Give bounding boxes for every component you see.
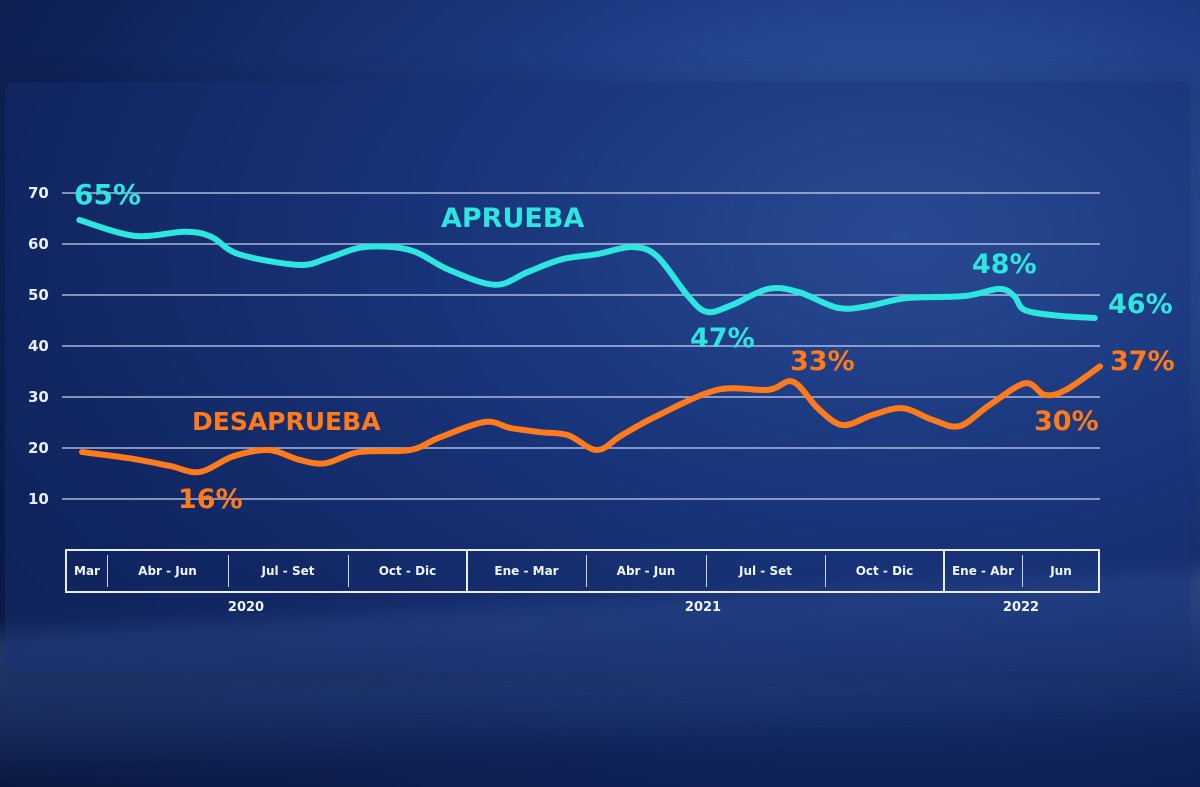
- divider: [1022, 555, 1023, 587]
- y-tick-label: 70: [28, 184, 49, 202]
- divider: [348, 555, 349, 587]
- year-label: 2022: [1002, 600, 1040, 615]
- data-label: 47%: [690, 323, 755, 354]
- y-tick-label: 60: [28, 235, 49, 253]
- y-tick-label: 40: [28, 337, 49, 355]
- year-divider: [943, 551, 945, 591]
- data-label: 16%: [178, 484, 243, 515]
- divider: [586, 555, 587, 587]
- chart-panel: [5, 82, 1190, 672]
- divider: [107, 555, 108, 587]
- data-label: 37%: [1110, 346, 1175, 377]
- x-tick-label: Mar: [74, 564, 100, 578]
- year-label: 2020: [227, 600, 265, 615]
- x-tick-label: Ene - Abr: [951, 564, 1014, 578]
- aprueba-line: [76, 217, 1098, 321]
- year-divider: [466, 551, 468, 591]
- data-label: 30%: [1034, 406, 1099, 437]
- y-tick-label: 30: [28, 388, 49, 406]
- x-tick-label: Ene - Mar: [494, 564, 559, 578]
- x-tick-label: Abr - Jun: [616, 564, 676, 578]
- x-tick-label: Jun: [1050, 564, 1072, 578]
- year-label: 2021: [684, 600, 722, 615]
- divider: [228, 555, 229, 587]
- y-tick-label: 50: [28, 286, 49, 304]
- data-label: 65%: [74, 178, 142, 211]
- data-label: 46%: [1108, 289, 1173, 320]
- divider: [825, 555, 826, 587]
- y-tick-label: 10: [28, 490, 49, 508]
- divider: [706, 555, 707, 587]
- x-tick-label: Jul - Set: [261, 564, 315, 578]
- x-tick-label: Jul - Set: [739, 564, 792, 578]
- y-tick-label: 20: [28, 439, 49, 457]
- data-label: 33%: [790, 346, 855, 377]
- x-tick-label: Oct - Dic: [855, 564, 914, 578]
- x-axis-period-box: Mar Abr - Jun Jul - Set Oct - Dic Ene - …: [65, 549, 1100, 593]
- x-tick-label: Abr - Jun: [138, 564, 197, 578]
- series-label-desaprueba: DESAPRUEBA: [192, 407, 381, 436]
- series-label-aprueba: APRUEBA: [441, 203, 585, 234]
- x-tick-label: Oct - Dic: [378, 564, 437, 578]
- desaprueba-line: [78, 363, 1103, 476]
- data-label: 48%: [972, 249, 1037, 280]
